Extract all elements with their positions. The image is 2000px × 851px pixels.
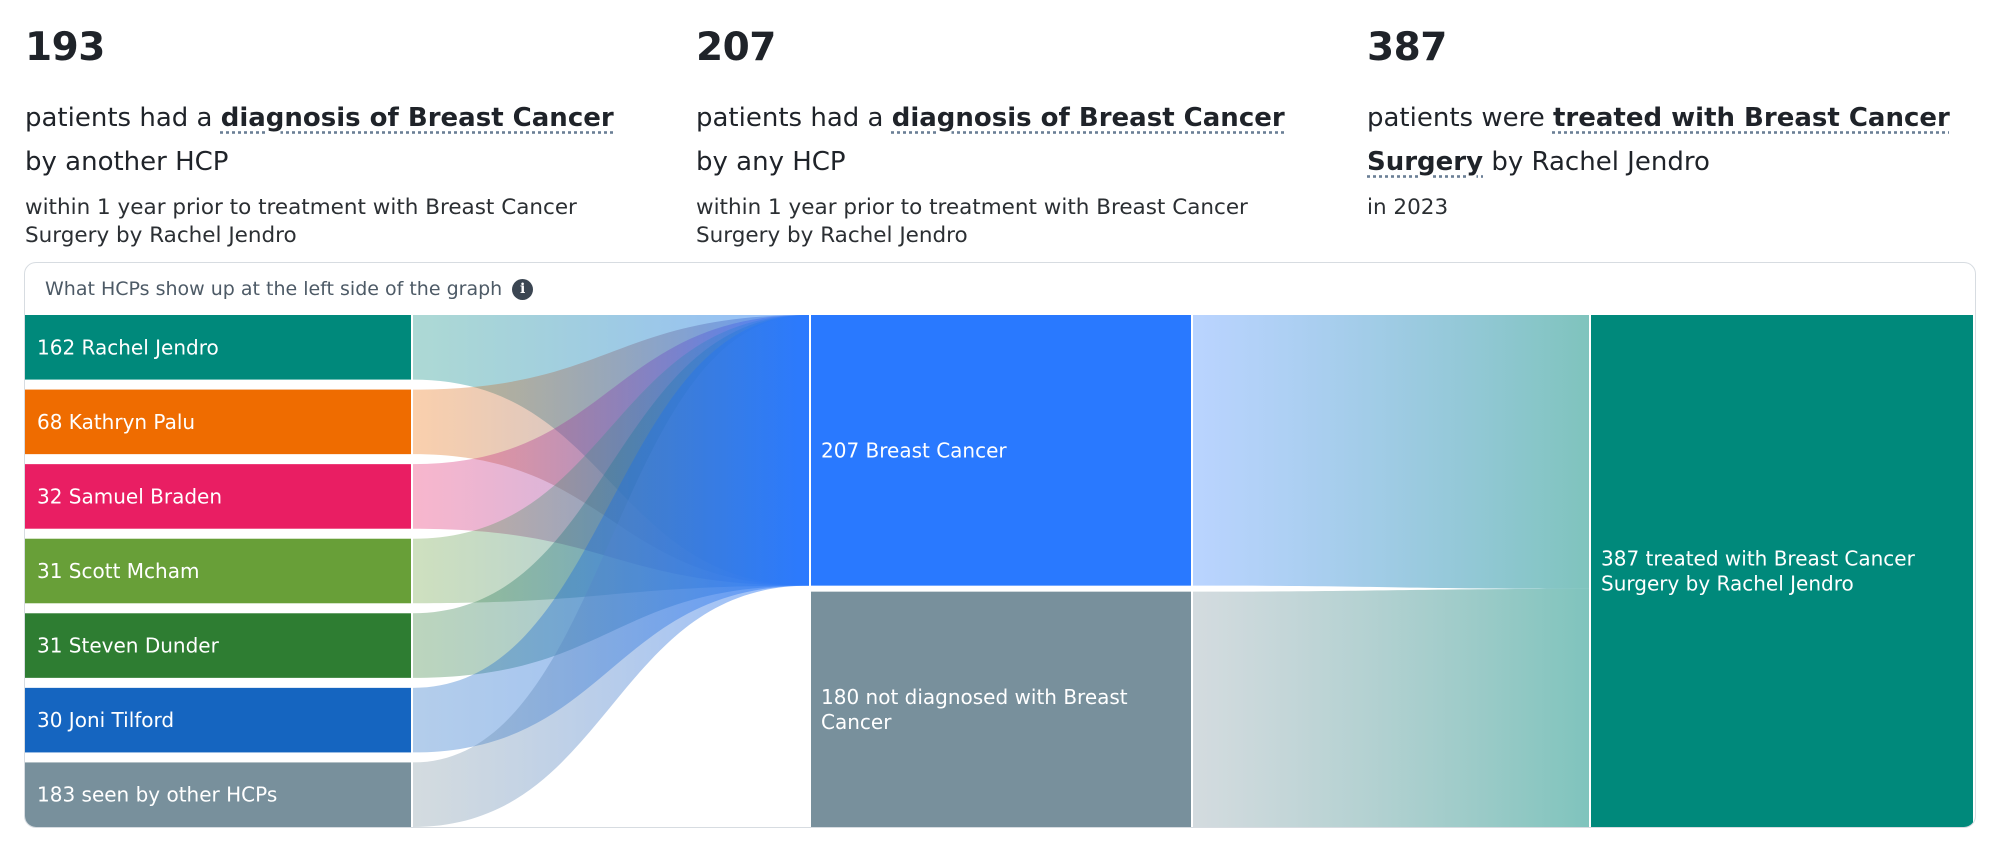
link-nbc-to-treated[interactable] [1193,588,1589,827]
node-scott[interactable] [25,538,411,604]
node-treated[interactable] [1591,315,1973,827]
node-other[interactable] [25,762,411,827]
node-label-kathryn: 68 Kathryn Palu [37,410,195,434]
stat-desc-highlight[interactable]: treated with Breast Cancer Surgery [1367,103,1950,177]
stat-subtitle: in 2023 [1367,195,1449,220]
stat-number: 193 [25,25,105,70]
node-joni[interactable] [25,687,411,753]
stat-desc-highlight[interactable]: diagnosis of Breast Cancer [220,103,614,133]
stat-block-treated: 387 patients were treated with Breast Ca… [1367,22,1987,222]
stat-desc-pre: patients had a [25,103,221,133]
stat-desc-post: by Rachel Jendro [1483,147,1710,177]
stat-desc-pre: patients had a [696,103,892,133]
stat-description: patients had a diagnosis of Breast Cance… [25,96,645,184]
node-nbc[interactable] [811,591,1191,827]
sankey-panel: What HCPs show up at the left side of th… [24,262,1976,828]
node-label-treated: 387 treated with Breast Cancer Surgery by… [1601,547,1916,596]
node-label-steven: 31 Steven Dunder [37,634,220,658]
node-kathryn[interactable] [25,389,411,455]
node-label-samuel: 32 Samuel Braden [37,484,222,508]
stat-block-any-hcp: 207 patients had a diagnosis of Breast C… [696,22,1316,250]
node-label-joni: 30 Joni Tilford [37,708,174,732]
stat-subtitle: within 1 year prior to treatment with Br… [25,195,577,248]
stat-description: patients had a diagnosis of Breast Cance… [696,96,1316,184]
info-icon[interactable]: i [512,278,534,300]
sankey-diagram: 162 Rachel Jendro 68 Kathryn Palu 32 Samue… [25,315,1973,827]
node-samuel[interactable] [25,464,411,529]
stat-subtitle: within 1 year prior to treatment with Br… [696,195,1248,248]
node-label-scott: 31 Scott Mcham [37,559,199,583]
stat-desc-highlight[interactable]: diagnosis of Breast Cancer [891,103,1285,133]
node-label-rachel: 162 Rachel Jendro [37,335,219,359]
panel-title: What HCPs show up at the left side of th… [45,278,503,300]
stat-desc-post: by another HCP [25,147,229,177]
link-bc-to-treated[interactable] [1193,315,1589,589]
node-rachel[interactable] [25,315,411,380]
stat-desc-post: by any HCP [696,147,846,177]
node-label-other: 183 seen by other HCPs [37,783,277,807]
link-other-to-bc[interactable] [413,315,809,827]
stat-number: 387 [1367,25,1447,70]
node-label-bc: 207 Breast Cancer [821,438,1007,462]
stat-block-another-hcp: 193 patients had a diagnosis of Breast C… [25,22,645,250]
links-layer [413,315,1589,827]
node-steven[interactable] [25,613,411,678]
node-bc[interactable] [811,315,1191,586]
panel-header: What HCPs show up at the left side of th… [45,263,534,315]
stat-desc-pre: patients were [1367,103,1553,133]
stat-number: 207 [696,25,776,70]
nodes-layer: 162 Rachel Jendro 68 Kathryn Palu 32 Samue… [25,315,1973,827]
node-label-nbc: 180 not diagnosed with Breast Cancer [821,685,1128,734]
stat-description: patients were treated with Breast Cancer… [1367,96,1987,184]
